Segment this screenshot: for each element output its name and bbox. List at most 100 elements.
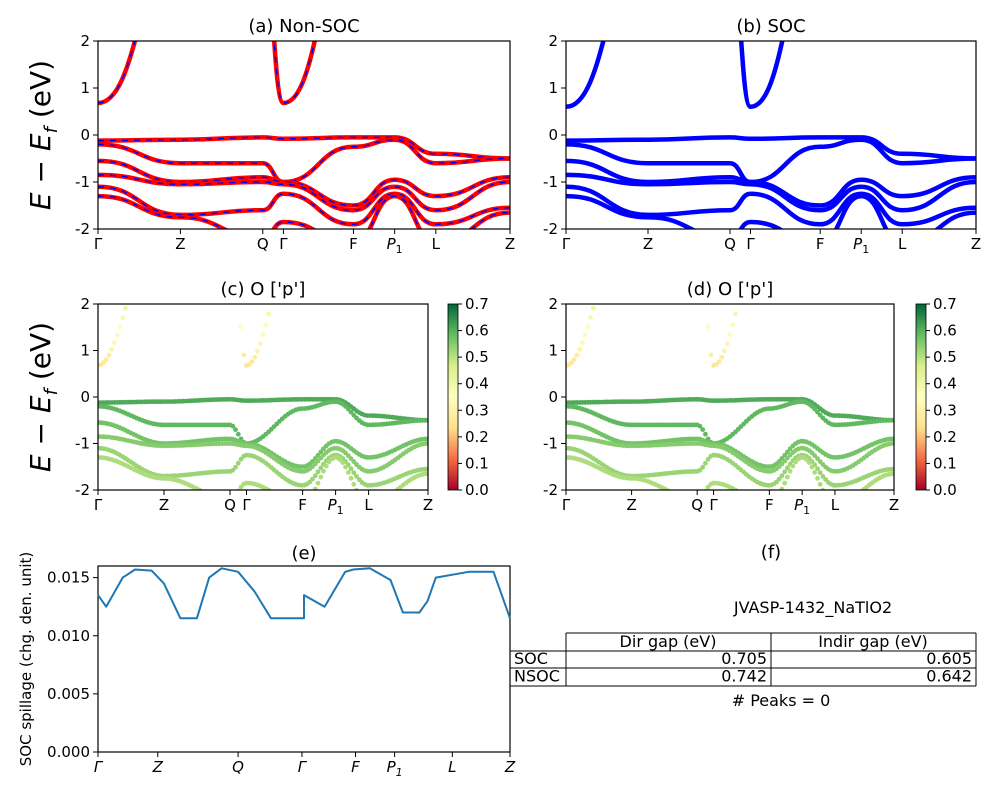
projected-point xyxy=(782,469,788,475)
projected-point xyxy=(321,468,326,474)
panel-c-ytick-label: 2 xyxy=(80,295,90,313)
panel-e-ytick-label: 0.000 xyxy=(47,743,90,761)
projected-point xyxy=(343,464,348,470)
panel-d-colorbar-label: 0.0 xyxy=(933,481,957,499)
projected-point xyxy=(337,457,343,462)
projected-point xyxy=(703,431,708,437)
projected-point xyxy=(263,322,269,328)
projected-point xyxy=(590,305,596,311)
projected-point xyxy=(323,463,329,469)
panel-b-xtick-label: Γ xyxy=(746,235,755,253)
projected-point xyxy=(705,484,711,490)
projected-point xyxy=(238,456,244,462)
panel-b-xtick-label: Γ xyxy=(562,235,571,253)
panel-d-colorbar xyxy=(915,303,927,491)
panel-a-xtick-label: Γ xyxy=(94,235,103,253)
projected-point xyxy=(809,464,815,470)
soc-overlay-band-line xyxy=(98,160,510,207)
panel-b-xtick-label: P1 xyxy=(853,235,869,256)
table-subtitle: JVASP-1432_NaTlO2 xyxy=(733,598,892,618)
projected-point xyxy=(700,427,706,432)
projected-point xyxy=(790,463,796,469)
panel-d-ytick-label: -1 xyxy=(543,435,558,453)
panel-d-xtick-label: F xyxy=(765,496,774,514)
panel-a-title: (a) Non-SOC xyxy=(248,16,359,37)
projected-point xyxy=(354,474,359,479)
projected-point xyxy=(817,481,823,487)
panel-b-ytick-label: 2 xyxy=(548,32,558,50)
projected-point xyxy=(112,340,117,346)
panel-d-xtick-label: Z xyxy=(626,496,636,514)
panel-d-colorbar-label: 0.7 xyxy=(933,295,957,313)
panel-c-xtick-label: Γ xyxy=(94,496,103,514)
projected-point xyxy=(233,427,238,432)
projected-point xyxy=(315,480,321,486)
projected-point xyxy=(820,474,826,479)
projected-point xyxy=(697,423,703,429)
projected-point xyxy=(312,473,318,479)
soc-band-line xyxy=(566,172,976,213)
soc-band-line xyxy=(566,184,976,227)
table-cell-indir: 0.605 xyxy=(926,649,972,668)
panel-e-xtick-label: Q xyxy=(232,758,244,776)
projected-point xyxy=(787,468,793,474)
panel-e-xtick-label: Z xyxy=(504,758,516,776)
panel-d-colorbar-label: 0.4 xyxy=(933,375,957,393)
panel-b-ytick-label: 1 xyxy=(548,79,558,97)
panel-c-xtick-label: Z xyxy=(159,496,169,514)
spillage-ylabel: SOC spillage (chg. den. unit) xyxy=(17,552,35,767)
projected-point xyxy=(776,476,782,482)
table-header-dir: Dir gap (eV) xyxy=(620,632,717,651)
projected-point xyxy=(241,352,247,358)
projected-point xyxy=(577,347,583,352)
projected-point xyxy=(106,352,112,358)
projected-point xyxy=(569,360,574,366)
band-energy-ylabel: E − Ef (eV) xyxy=(24,322,62,472)
panel-c-xtick-label: Z xyxy=(423,496,433,514)
projected-point xyxy=(705,324,711,330)
table-cell-dir: 0.705 xyxy=(721,649,767,668)
projected-point xyxy=(249,359,255,365)
table-row-label: NSOC xyxy=(514,667,560,686)
projected-point xyxy=(257,341,263,346)
table-cell-dir: 0.742 xyxy=(721,667,767,686)
projected-point xyxy=(238,324,244,330)
projected-point xyxy=(120,315,126,321)
panel-c-ytick-label: 1 xyxy=(80,342,90,360)
projected-point xyxy=(779,486,785,490)
panel-e-xtick-label: P1 xyxy=(387,758,403,779)
panel-a-xtick-label: Z xyxy=(175,235,185,253)
soc-band-line xyxy=(566,158,976,208)
panel-e-xtick-label: L xyxy=(448,758,456,776)
panel-d-colorbar-label: 0.5 xyxy=(933,348,957,366)
panel-a-ytick-label: -1 xyxy=(75,173,90,191)
panel-a-ytick-label: 2 xyxy=(80,32,90,50)
panel-d-xtick-label: P1 xyxy=(794,496,810,517)
panel-d-xtick-label: L xyxy=(831,496,840,514)
panel-a-bands xyxy=(98,41,510,229)
projected-point xyxy=(238,484,244,490)
panel-c-ytick-label: 0 xyxy=(80,388,90,406)
panel-e-ytick-label: 0.005 xyxy=(47,685,90,703)
projected-point xyxy=(719,354,725,360)
projected-point xyxy=(255,348,260,354)
panel-b-xtick-label: L xyxy=(898,235,907,253)
projected-point xyxy=(708,352,714,358)
projected-point xyxy=(817,470,823,475)
projected-point xyxy=(782,480,788,486)
table-footnote: # Peaks = 0 xyxy=(732,691,831,710)
panel-a-xtick-label: Γ xyxy=(279,235,288,253)
projected-point xyxy=(312,486,318,490)
projected-point xyxy=(109,347,115,352)
soc-overlay-band-line xyxy=(98,138,510,183)
panel-b-ytick-label: 0 xyxy=(548,126,558,144)
projected-point xyxy=(101,360,106,366)
panel-a-ytick-label: 0 xyxy=(80,126,90,144)
projected-point xyxy=(348,466,354,472)
table-header-indir: Indir gap (eV) xyxy=(818,632,928,651)
panel-e-xtick-label: Γ xyxy=(94,758,104,776)
panel-b-xtick-label: Z xyxy=(971,235,981,253)
panel-e-title: (e) xyxy=(291,543,316,564)
table-title: (f) xyxy=(761,542,781,563)
panel-b-ytick-label: -1 xyxy=(543,173,558,191)
